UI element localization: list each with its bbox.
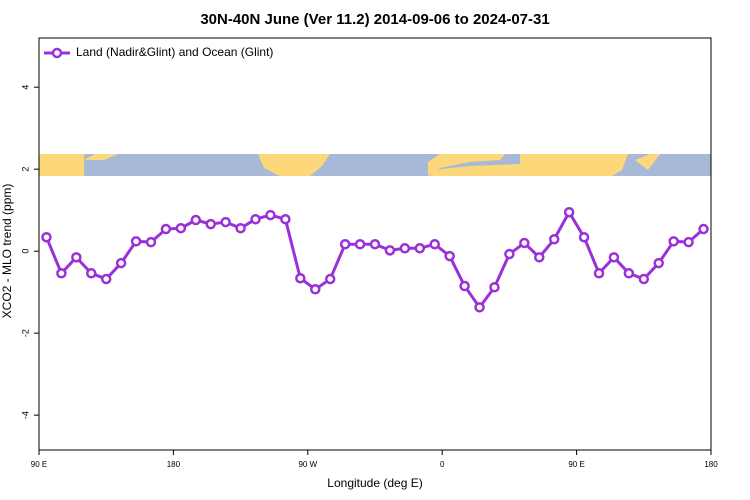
point xyxy=(369,238,381,250)
point xyxy=(623,268,635,279)
plot-frame xyxy=(38,37,712,451)
point xyxy=(384,245,396,256)
point xyxy=(205,218,216,230)
point xyxy=(668,236,679,247)
point xyxy=(280,213,291,225)
point xyxy=(429,238,440,250)
point xyxy=(115,257,127,269)
y-tick-label: 2 xyxy=(20,167,30,172)
point xyxy=(459,280,470,292)
point xyxy=(534,252,545,263)
x-tick-label: 90 W xyxy=(298,460,317,469)
point xyxy=(235,222,246,234)
point xyxy=(86,268,97,279)
point xyxy=(578,231,590,243)
point xyxy=(414,243,426,254)
point xyxy=(354,238,366,250)
point xyxy=(683,236,694,248)
point xyxy=(310,284,321,295)
y-tick-label: -2 xyxy=(20,329,30,337)
point xyxy=(265,209,276,221)
point xyxy=(220,216,231,228)
point xyxy=(56,268,67,279)
point xyxy=(489,281,500,293)
y-tick-label: 4 xyxy=(20,85,30,90)
point xyxy=(100,273,112,285)
legend-marker xyxy=(51,47,63,59)
point xyxy=(295,272,306,284)
point xyxy=(698,223,709,235)
y-tick-label: 0 xyxy=(20,249,30,254)
y-axis-label: XCO2 - MLO trend (ppm) xyxy=(0,184,14,319)
point xyxy=(519,237,530,249)
x-tick-label: 180 xyxy=(704,460,718,469)
map-strip xyxy=(39,154,711,176)
point xyxy=(444,250,455,262)
point xyxy=(593,268,605,279)
point xyxy=(638,273,650,285)
point xyxy=(324,273,336,285)
point xyxy=(71,252,82,263)
x-tick-label: 90 E xyxy=(568,460,584,469)
point xyxy=(339,238,351,250)
point xyxy=(399,243,411,254)
point xyxy=(250,213,261,225)
x-tick-label: 90 E xyxy=(31,460,47,469)
point xyxy=(41,231,52,243)
point xyxy=(504,248,515,260)
point xyxy=(548,234,560,245)
point xyxy=(563,206,575,218)
point xyxy=(474,302,485,313)
point xyxy=(608,252,620,263)
point xyxy=(653,257,664,269)
x-axis-label: Longitude (deg E) xyxy=(327,476,422,490)
x-tick-label: 0 xyxy=(440,460,445,469)
point xyxy=(145,236,157,248)
point xyxy=(175,222,187,234)
point xyxy=(190,214,202,226)
line xyxy=(45,209,705,310)
point xyxy=(130,236,142,247)
chart-title: 30N-40N June (Ver 11.2) 2014-09-06 to 20… xyxy=(200,11,549,28)
x-tick-label: 180 xyxy=(167,460,181,469)
y-tick-label: -4 xyxy=(20,411,30,419)
point xyxy=(160,223,172,235)
legend-label: Land (Nadir&Glint) and Ocean (Glint) xyxy=(76,45,273,59)
